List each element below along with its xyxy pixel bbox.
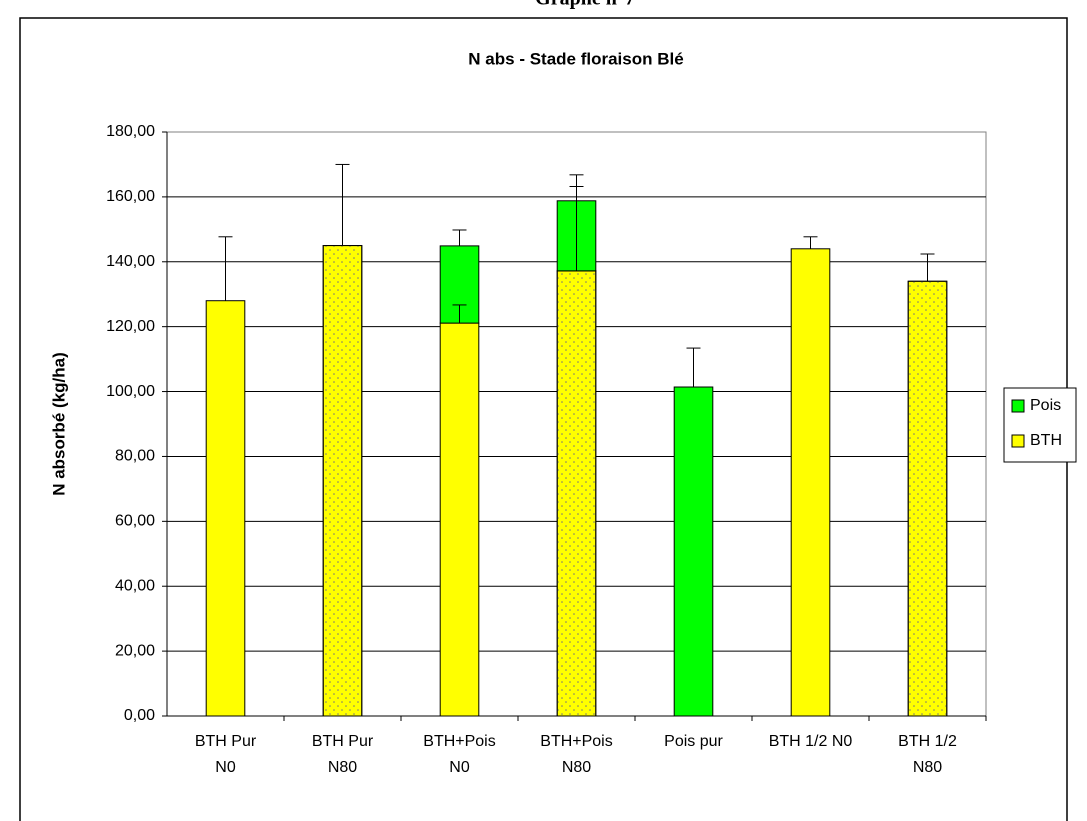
x-tick-label-line: N80 bbox=[913, 759, 942, 776]
error-bar bbox=[686, 347, 701, 388]
y-tick-label: 160,00 bbox=[106, 188, 155, 205]
x-tick-label: BTH Pur N80 bbox=[312, 733, 374, 776]
x-tick-label-line: BTH 1/2 bbox=[898, 733, 957, 750]
y-tick-label: 20,00 bbox=[115, 642, 155, 659]
y-tick-label: 140,00 bbox=[106, 253, 155, 270]
x-tick-label-line: BTH+Pois bbox=[423, 733, 495, 750]
bar-segment bbox=[439, 322, 480, 717]
bar-segment bbox=[673, 386, 714, 717]
x-tick-label-line: BTH 1/2 N0 bbox=[769, 733, 853, 750]
chart-title: N abs - Stade floraison Blé bbox=[468, 49, 683, 68]
legend-label: Pois bbox=[1030, 397, 1061, 414]
error-bar bbox=[218, 236, 233, 301]
x-tick-label-line: BTH Pur bbox=[195, 733, 257, 750]
bar-pattern bbox=[556, 270, 597, 717]
x-tick-label-line: N0 bbox=[449, 759, 470, 776]
page-heading: Graphe n°7 bbox=[535, 0, 635, 10]
x-tick-label-line: N80 bbox=[328, 759, 357, 776]
y-tick-label: 80,00 bbox=[115, 448, 155, 465]
bar-segment bbox=[790, 248, 831, 717]
x-tick-label-line: N0 bbox=[215, 759, 236, 776]
y-tick-label: 40,00 bbox=[115, 577, 155, 594]
bar-pattern bbox=[907, 280, 948, 717]
x-tick-label: BTH 1/2 N0 bbox=[769, 733, 853, 750]
y-axis-title: N absorbé (kg/ha) bbox=[49, 352, 68, 496]
x-tick-label-line: Pois pur bbox=[664, 733, 723, 750]
x-tick-label: Pois pur bbox=[664, 733, 723, 750]
legend-label: BTH bbox=[1030, 432, 1062, 449]
y-tick-label: 0,00 bbox=[124, 707, 155, 724]
x-tick-label: BTH 1/2 N80 bbox=[898, 733, 957, 776]
error-bar bbox=[803, 236, 818, 249]
legend-swatch bbox=[1011, 399, 1025, 413]
y-tick-label: 180,00 bbox=[106, 123, 155, 140]
x-tick-label-line: BTH+Pois bbox=[540, 733, 612, 750]
y-tick-label: 100,00 bbox=[106, 383, 155, 400]
legend: Pois BTH bbox=[1003, 387, 1077, 463]
x-tick-label: BTH+Pois N80 bbox=[540, 733, 612, 776]
y-tick-label: 120,00 bbox=[106, 318, 155, 335]
bar-segment bbox=[205, 300, 246, 717]
x-tick-label: BTH+Pois N0 bbox=[423, 733, 495, 776]
error-bar bbox=[920, 253, 935, 282]
error-bar bbox=[335, 163, 350, 246]
x-tick-label-line: N80 bbox=[562, 759, 591, 776]
x-tick-label: BTH Pur N0 bbox=[195, 733, 257, 776]
error-bar bbox=[452, 229, 467, 246]
y-tick-label: 60,00 bbox=[115, 513, 155, 530]
bar-pattern bbox=[322, 245, 363, 717]
legend-swatch bbox=[1011, 434, 1025, 448]
error-bar bbox=[452, 304, 467, 324]
error-bar bbox=[569, 174, 584, 201]
x-tick-label-line: BTH Pur bbox=[312, 733, 374, 750]
